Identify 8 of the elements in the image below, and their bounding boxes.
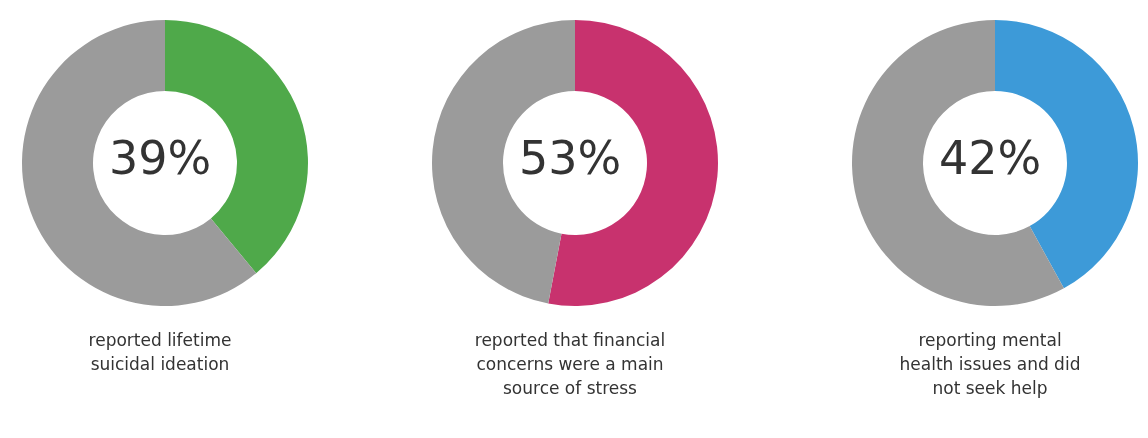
donut-slice [22,20,257,306]
text: 42% [938,131,1042,185]
text: reporting mental health issues and did not seek help [898,329,1082,400]
text: 53% [518,131,622,185]
text: reported lifetime suicidal ideation [87,329,233,376]
text: reported that financial concerns were a main source of stress [473,329,667,400]
text: 39% [108,131,212,185]
donut-slice [852,20,1064,306]
